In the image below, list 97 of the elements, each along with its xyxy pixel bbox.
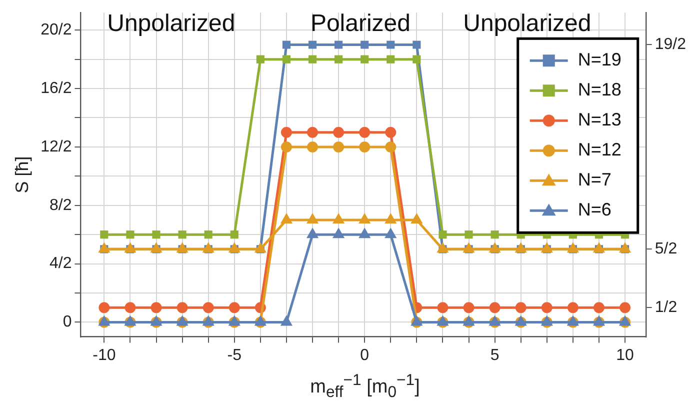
point [359, 141, 370, 152]
point [463, 302, 474, 314]
point [385, 126, 396, 138]
x-tick-label: 0 [360, 346, 370, 364]
point [386, 40, 395, 49]
point [384, 228, 396, 238]
point [306, 228, 318, 238]
point [280, 141, 292, 152]
x-tick-label: -10 [92, 346, 116, 364]
point [204, 230, 212, 239]
y-tick-label: 4/2 [49, 255, 72, 272]
point [358, 228, 370, 238]
legend-label: N=7 [578, 170, 612, 190]
point [228, 242, 240, 253]
annotation: Unpolarized [463, 10, 592, 38]
y-axis-title: S [ħ] [12, 156, 32, 194]
point [280, 316, 292, 326]
y2-tick-label: 5/2 [654, 240, 678, 258]
point [541, 302, 552, 314]
point [593, 302, 604, 314]
point [124, 302, 136, 314]
point [515, 242, 527, 253]
y-tick-label: 8/2 [49, 196, 72, 214]
x-axis-title: m$_{eff}$$^{−1}$ [m$_{0}$$^{−1}$] [309, 372, 421, 402]
point [489, 242, 501, 253]
point [619, 242, 631, 253]
point [256, 55, 264, 64]
point [464, 230, 473, 239]
point [567, 242, 579, 253]
y-tick-label: 0 [62, 314, 72, 331]
point [176, 242, 188, 253]
point [124, 242, 136, 253]
point [412, 40, 421, 49]
point [412, 55, 421, 64]
point [280, 213, 292, 224]
point [98, 242, 110, 253]
point [176, 302, 188, 314]
y-tick-label: 16/2 [40, 80, 72, 97]
point [567, 302, 578, 314]
legend-label: N=18 [578, 80, 622, 100]
point [254, 242, 266, 253]
point [332, 228, 344, 238]
point [178, 230, 186, 239]
point [489, 302, 500, 314]
point [100, 230, 108, 239]
point [332, 213, 344, 224]
point [360, 40, 369, 49]
annotation: Polarized [310, 10, 411, 38]
point [386, 55, 395, 64]
point [126, 230, 134, 239]
point [98, 302, 110, 314]
point [230, 230, 238, 239]
x-tick-label: 5 [490, 346, 500, 364]
point [152, 230, 160, 239]
point [150, 242, 162, 253]
point [360, 55, 369, 64]
point [306, 213, 318, 224]
point [308, 55, 317, 64]
point [282, 40, 291, 49]
point [202, 242, 214, 253]
point [385, 141, 396, 152]
point [437, 242, 448, 253]
x-tick-label: -5 [227, 346, 242, 364]
point [359, 126, 370, 138]
point [438, 230, 447, 239]
y-tick-label: 20/2 [40, 22, 72, 39]
x-tick-label: 10 [616, 346, 634, 364]
point [333, 126, 344, 138]
annotation: Unpolarized [107, 10, 236, 38]
legend-label: N=13 [578, 110, 622, 130]
legend-label: N=6 [578, 200, 612, 220]
y2-tick-label: 19/2 [654, 36, 686, 54]
point [437, 302, 448, 314]
point [593, 242, 605, 253]
point [307, 126, 318, 138]
point [620, 302, 631, 314]
point [228, 302, 240, 314]
legend-label: N=19 [578, 50, 622, 70]
point [515, 302, 526, 314]
point [463, 242, 474, 253]
point [307, 141, 318, 152]
point [490, 230, 499, 239]
y-tick-label: 12/2 [40, 138, 72, 156]
legend-label: N=12 [578, 140, 622, 160]
point [541, 242, 553, 253]
point [150, 302, 162, 314]
point [202, 302, 214, 314]
point [384, 213, 396, 224]
point [333, 141, 344, 152]
point [280, 126, 292, 138]
point [358, 213, 370, 224]
point [334, 40, 343, 49]
point [308, 40, 317, 49]
point [334, 55, 343, 64]
y2-tick-label: 1/2 [654, 299, 678, 316]
point [282, 55, 291, 64]
point [410, 213, 422, 224]
